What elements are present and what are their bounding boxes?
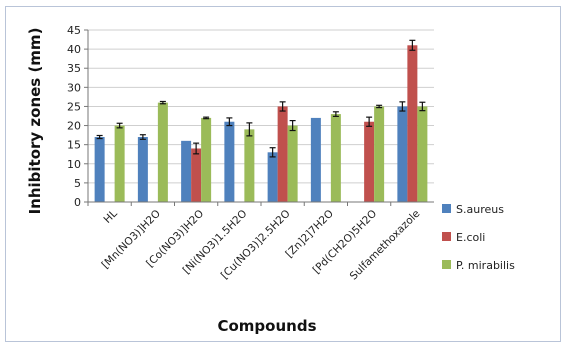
- bar-p-mirabilis: [374, 106, 385, 202]
- legend-label: S.aureus: [456, 203, 504, 216]
- legend-swatch: [442, 260, 451, 269]
- x-axis-title: Compounds: [217, 317, 316, 335]
- y-tick-label: 10: [67, 158, 81, 171]
- legend-swatch: [442, 232, 451, 241]
- bar-s-aureus: [224, 121, 235, 202]
- bar-e-coli: [277, 106, 288, 202]
- legend-swatch: [442, 204, 451, 213]
- bar-s-aureus: [137, 137, 148, 202]
- legend-label: P. mirabilis: [456, 259, 515, 272]
- bar-p-mirabilis: [114, 125, 125, 202]
- y-tick-label: 30: [67, 81, 81, 94]
- bar-e-coli: [407, 45, 418, 203]
- legend: S.aureus E.coli P. mirabilis: [442, 203, 515, 272]
- bar-p-mirabilis: [330, 114, 341, 202]
- bar-e-coli: [364, 121, 375, 202]
- bar-e-coli: [191, 148, 202, 202]
- axes: [84, 29, 434, 206]
- y-tick-label: 15: [67, 139, 81, 152]
- bar-s-aureus: [181, 140, 192, 202]
- bar-p-mirabilis: [417, 106, 428, 202]
- y-tick-label: 45: [67, 24, 81, 37]
- y-tick-label: 35: [67, 62, 81, 75]
- bar-s-aureus: [267, 152, 278, 202]
- bar-s-aureus: [94, 137, 105, 202]
- error-bars: [96, 39, 426, 158]
- bar-p-mirabilis: [287, 125, 298, 202]
- y-tick-label: 20: [67, 120, 81, 133]
- bars: [94, 45, 428, 203]
- y-tick-label: 5: [74, 177, 81, 190]
- bar-s-aureus: [397, 106, 408, 202]
- y-tick-label: 25: [67, 100, 81, 113]
- bar-p-mirabilis: [201, 117, 212, 202]
- bar-s-aureus: [310, 117, 321, 202]
- x-category-label: HL: [102, 208, 120, 226]
- bar-p-mirabilis: [244, 129, 255, 202]
- y-axis-title: Inhibitory zones (mm): [26, 28, 44, 215]
- legend-label: E.coli: [456, 231, 485, 244]
- bar-p-mirabilis: [157, 102, 168, 202]
- y-tick-label: 0: [74, 196, 81, 209]
- y-tick-label: 40: [67, 43, 81, 56]
